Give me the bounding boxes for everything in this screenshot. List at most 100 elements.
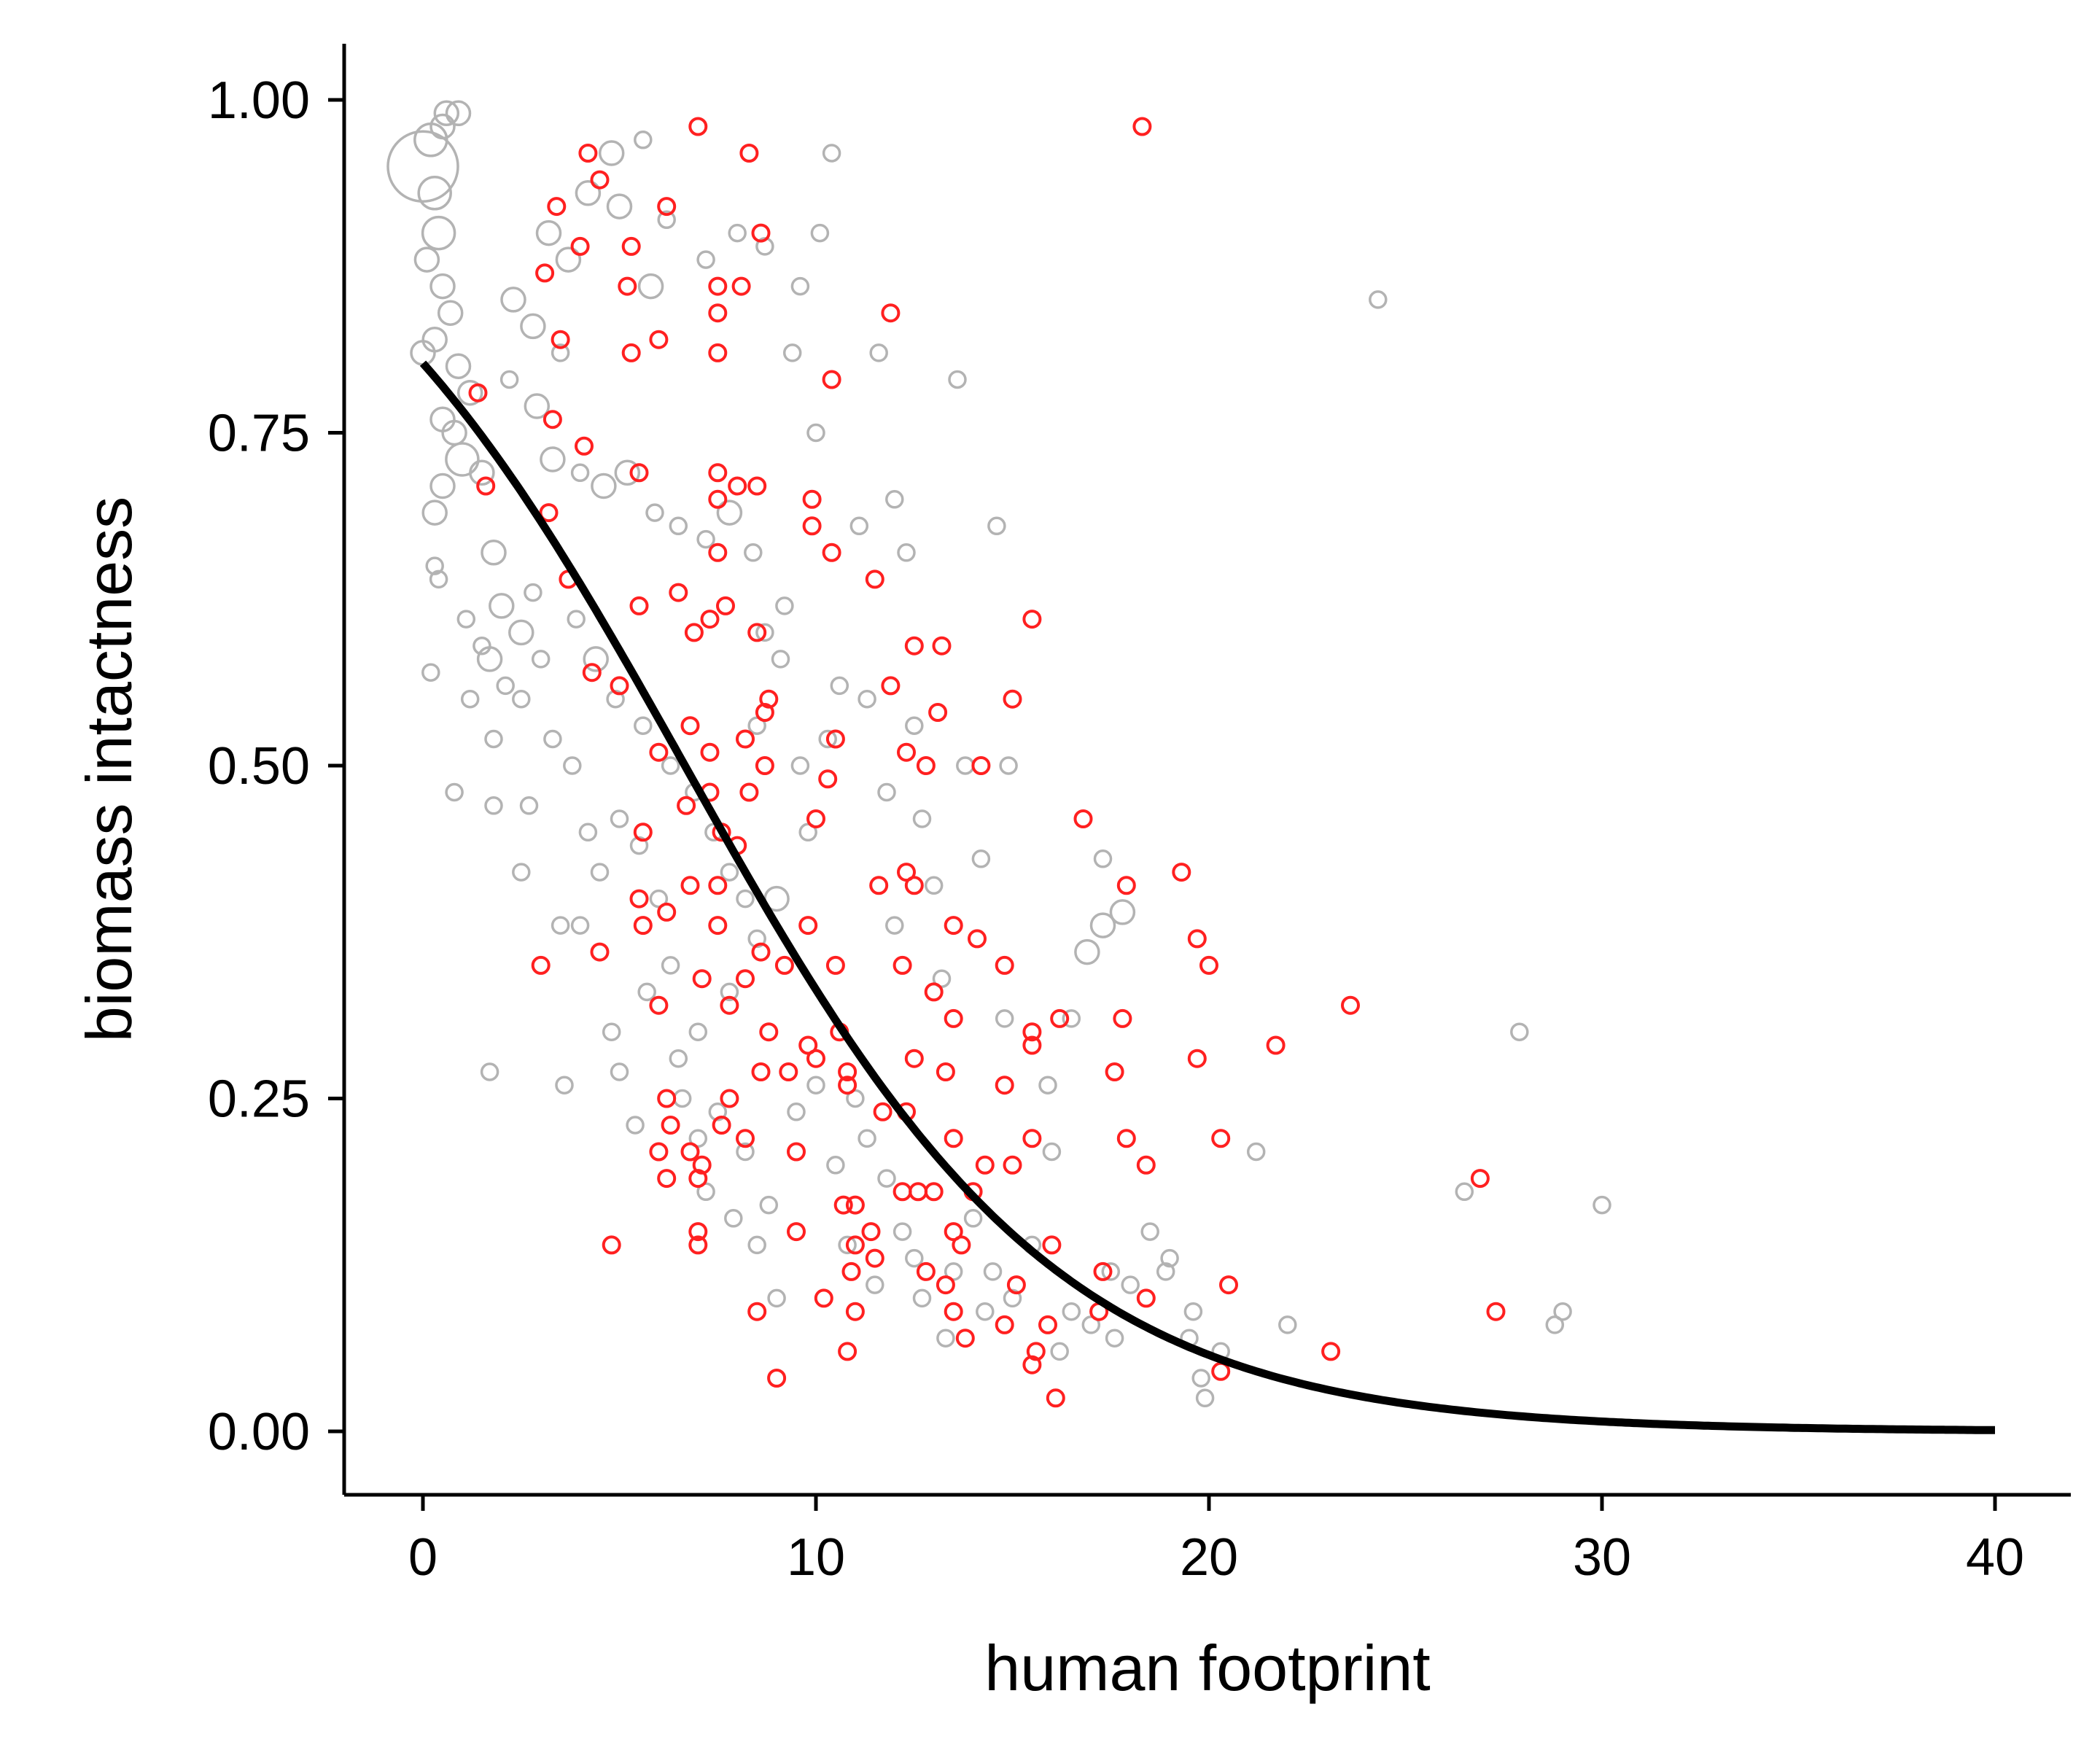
gray-data-point — [637, 273, 664, 300]
red-data-point — [633, 822, 653, 842]
gray-data-point — [1191, 1369, 1210, 1388]
gray-data-point — [456, 379, 483, 406]
red-data-point — [661, 1116, 680, 1135]
red-data-point — [924, 1182, 944, 1202]
gray-data-point — [540, 446, 566, 472]
red-data-point — [904, 636, 924, 656]
red-data-point — [657, 197, 677, 217]
red-data-point — [1219, 1275, 1238, 1295]
red-data-point — [1172, 863, 1191, 882]
red-data-point — [708, 276, 728, 296]
red-data-point — [802, 489, 822, 509]
gray-data-point — [484, 796, 503, 815]
gray-data-point — [905, 1248, 924, 1268]
red-data-point — [680, 876, 700, 895]
x-tick-label: 20 — [1180, 1528, 1238, 1587]
gray-data-point — [1156, 1262, 1175, 1281]
red-data-point — [904, 876, 924, 895]
red-data-point — [916, 756, 936, 775]
red-data-point — [728, 476, 747, 496]
gray-data-point — [1183, 1302, 1203, 1321]
gray-data-point — [1278, 1315, 1297, 1334]
gray-data-point — [481, 540, 507, 566]
red-data-point — [747, 476, 767, 496]
gray-data-point — [775, 596, 794, 615]
red-data-point — [1022, 1022, 1042, 1042]
gray-data-point — [885, 916, 904, 935]
y-tick-label: 0.25 — [208, 1070, 310, 1129]
red-data-point — [1022, 610, 1042, 629]
gray-data-point — [963, 1209, 983, 1228]
gray-data-point — [634, 131, 653, 149]
gray-data-point — [555, 246, 582, 273]
gray-data-point — [995, 1009, 1014, 1028]
red-data-point — [708, 489, 728, 509]
red-data-point — [657, 1089, 677, 1108]
gray-data-point — [1160, 1248, 1179, 1268]
red-data-point — [716, 596, 735, 615]
gray-data-point — [987, 516, 1006, 536]
gray-data-point — [747, 1235, 766, 1255]
gray-data-point — [976, 1302, 995, 1321]
gray-data-point — [818, 729, 837, 749]
gray-data-point — [567, 610, 586, 629]
gray-data-point — [999, 756, 1018, 775]
red-data-point — [1038, 1315, 1057, 1334]
gray-data-point — [720, 863, 739, 882]
gray-data-point — [575, 180, 602, 206]
gray-data-point — [598, 140, 625, 166]
red-data-point — [751, 223, 771, 243]
y-tick-label: 1.00 — [208, 71, 310, 130]
red-data-point — [1042, 1235, 1062, 1255]
gray-data-point — [1195, 1388, 1215, 1408]
gray-data-point — [524, 393, 551, 419]
red-data-point — [1266, 1035, 1286, 1055]
gray-data-point — [892, 1222, 912, 1241]
gray-data-point — [688, 1022, 708, 1041]
gray-data-point — [810, 223, 830, 243]
gray-data-point — [971, 849, 991, 868]
gray-data-point — [1109, 899, 1136, 925]
red-data-point — [838, 1062, 858, 1081]
red-data-point — [975, 1155, 995, 1175]
red-data-point — [1003, 689, 1022, 709]
red-data-point — [720, 1089, 739, 1108]
red-data-point — [833, 1195, 853, 1215]
red-data-point — [1073, 809, 1093, 828]
gray-data-point — [429, 273, 456, 300]
gray-data-point — [728, 223, 747, 243]
gray-data-point — [386, 130, 459, 203]
red-data-point — [1211, 1361, 1231, 1381]
red-data-point — [932, 636, 952, 656]
gray-data-point — [524, 583, 542, 602]
gray-data-point — [696, 250, 715, 269]
red-data-point — [838, 1076, 858, 1095]
gray-data-point — [445, 442, 480, 477]
red-data-point — [751, 942, 771, 962]
red-data-point — [995, 1315, 1014, 1334]
red-data-point — [1116, 1129, 1136, 1148]
gray-data-point — [520, 313, 546, 340]
gray-data-point — [637, 982, 656, 1002]
gray-data-point — [1369, 290, 1388, 309]
gray-data-point — [555, 1076, 574, 1094]
red-data-point — [873, 1102, 892, 1121]
gray-data-point — [948, 370, 967, 389]
red-data-point — [657, 1169, 677, 1189]
gray-data-point — [1038, 1076, 1057, 1094]
red-data-point — [865, 569, 884, 589]
red-data-point — [1022, 1035, 1042, 1055]
gray-data-point — [1105, 1329, 1124, 1348]
red-data-point — [838, 1342, 858, 1361]
y-axis-ticks: 0.00 0.25 0.50 0.75 1.00 — [208, 71, 344, 1461]
gray-data-point — [610, 809, 629, 828]
gray-data-point — [472, 636, 491, 656]
gray-data-point — [614, 459, 641, 486]
red-data-point — [1136, 1155, 1156, 1175]
gray-data-point — [610, 1062, 629, 1081]
gray-data-point — [563, 756, 582, 775]
gray-data-point — [508, 619, 534, 646]
gray-data-point — [456, 610, 476, 629]
gray-data-point — [429, 472, 456, 499]
red-data-point — [621, 236, 641, 256]
